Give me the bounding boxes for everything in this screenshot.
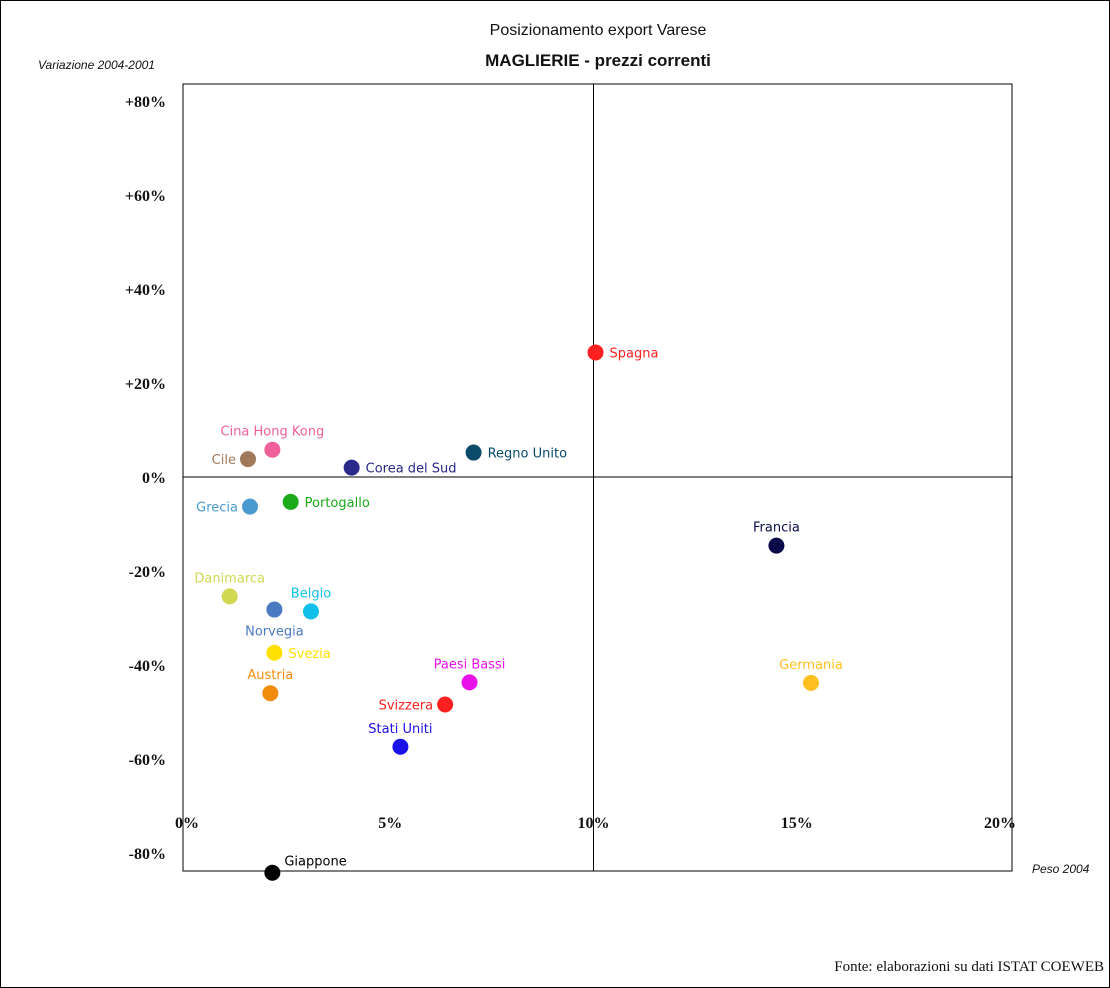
point-regno-unito: Regno Unito	[465, 444, 567, 462]
point-marker	[221, 588, 238, 605]
point-marker	[239, 451, 256, 468]
point-label: Regno Unito	[488, 447, 567, 462]
y-tick-label: -80%	[129, 846, 166, 863]
point-austria: Austria	[247, 668, 293, 702]
point-label: Cile	[212, 453, 236, 468]
reference-lines	[183, 84, 1012, 871]
point-stati-uniti: Stati Uniti	[368, 722, 433, 755]
point-label: Spagna	[610, 346, 659, 361]
point-label: Cina Hong Kong	[221, 425, 325, 440]
point-label: Svizzera	[379, 698, 434, 713]
point-marker	[242, 498, 259, 515]
y-tick-label: -60%	[129, 752, 166, 769]
point-grecia: Grecia	[196, 498, 259, 516]
point-francia: Francia	[753, 521, 800, 554]
y-tick-label: -40%	[129, 658, 166, 675]
x-axis-label: Peso 2004	[1032, 862, 1090, 876]
point-marker	[461, 674, 478, 691]
point-marker	[266, 644, 283, 661]
point-germania: Germania	[779, 658, 843, 691]
point-corea-del-sud: Corea del Sud	[343, 459, 457, 477]
point-label: Portogallo	[305, 496, 370, 511]
point-marker	[465, 444, 482, 461]
point-danimarca: Danimarca	[194, 571, 265, 605]
point-label: Grecia	[196, 501, 238, 516]
point-label: Svezia	[288, 647, 330, 662]
x-tick-label: 10%	[578, 815, 610, 832]
point-marker	[266, 601, 283, 618]
point-label: Norvegia	[245, 625, 304, 640]
point-portogallo: Portogallo	[282, 493, 370, 511]
point-marker	[264, 864, 281, 881]
point-spagna: Spagna	[587, 344, 659, 361]
x-tick-label: 5%	[378, 815, 402, 832]
point-label: Belgio	[291, 586, 331, 601]
y-tick-label: +40%	[125, 282, 166, 299]
x-tick-label: 20%	[984, 815, 1016, 832]
point-marker	[437, 696, 454, 713]
point-norvegia: Norvegia	[245, 601, 304, 640]
x-tick-label: 15%	[781, 815, 813, 832]
point-belgio: Belgio	[291, 586, 331, 620]
point-cina-hong-kong: Cina Hong Kong	[221, 425, 325, 458]
chart-title: Posizionamento export Varese	[490, 22, 707, 39]
y-tick-label: +80%	[125, 94, 166, 111]
point-label: Austria	[247, 668, 293, 683]
point-paesi-bassi: Paesi Bassi	[434, 657, 506, 691]
point-svezia: Svezia	[266, 644, 331, 662]
point-marker	[768, 537, 785, 554]
y-tick-label: +20%	[125, 376, 166, 393]
point-marker	[343, 459, 360, 476]
point-giappone: Giappone	[264, 855, 347, 881]
data-points: Spagna Cina Hong Kong Cile Corea del Sud Reg…	[194, 344, 843, 881]
point-label: Paesi Bassi	[434, 657, 506, 672]
point-marker	[302, 603, 319, 620]
point-label: Stati Uniti	[368, 722, 432, 737]
y-tick-labels: +80% +60% +40% +20% 0% -20% -40% -60% -80%	[125, 94, 166, 863]
point-marker	[587, 344, 604, 361]
point-marker	[392, 738, 409, 755]
point-marker	[264, 441, 281, 458]
x-tick-label: 0%	[175, 815, 199, 832]
point-label: Danimarca	[194, 571, 265, 586]
point-marker	[802, 674, 819, 691]
y-tick-label: -20%	[129, 564, 166, 581]
y-tick-label: +60%	[125, 188, 166, 205]
point-cile: Cile	[212, 451, 256, 468]
source-note: Fonte: elaborazioni su dati ISTAT COEWEB	[834, 959, 1104, 975]
point-marker	[262, 685, 279, 702]
point-marker	[282, 493, 299, 510]
point-label: Giappone	[284, 855, 346, 870]
point-label: Francia	[753, 521, 800, 536]
point-label: Germania	[779, 658, 843, 673]
y-axis-label: Variazione 2004-2001	[38, 58, 155, 72]
chart-subtitle: MAGLIERIE - prezzi correnti	[485, 51, 711, 70]
x-tick-labels: 0% 5% 10% 15% 20%	[175, 815, 1016, 832]
point-svizzera: Svizzera	[379, 696, 454, 713]
point-label: Corea del Sud	[366, 462, 457, 477]
y-tick-label: 0%	[142, 470, 166, 487]
